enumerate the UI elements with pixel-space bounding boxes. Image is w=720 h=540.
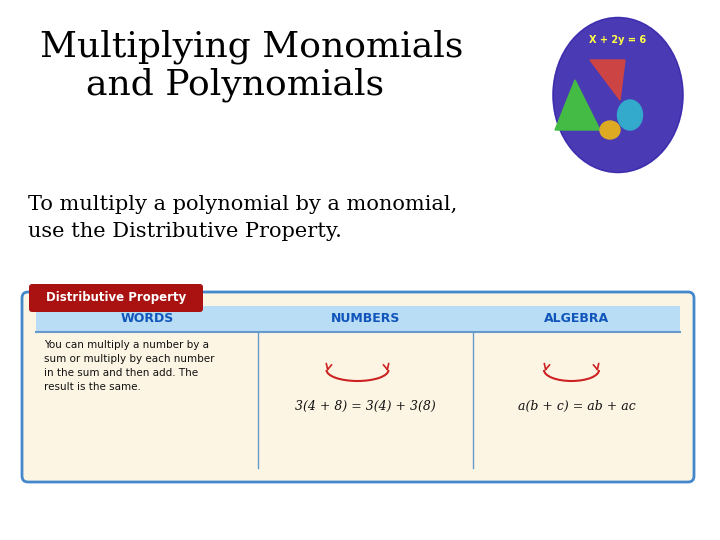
Text: ALGEBRA: ALGEBRA — [544, 313, 609, 326]
Text: Multiplying Monomials: Multiplying Monomials — [40, 30, 464, 64]
Text: To multiply a polynomial by a monomial,: To multiply a polynomial by a monomial, — [28, 195, 457, 214]
Text: You can multiply a number by a
sum or multiply by each number
in the sum and the: You can multiply a number by a sum or mu… — [44, 340, 215, 392]
Text: 3(4 + 8) = 3(4) + 3(8): 3(4 + 8) = 3(4) + 3(8) — [295, 400, 436, 413]
FancyBboxPatch shape — [36, 306, 680, 332]
FancyBboxPatch shape — [29, 284, 203, 312]
Text: NUMBERS: NUMBERS — [330, 313, 400, 326]
Ellipse shape — [618, 100, 642, 130]
FancyBboxPatch shape — [22, 292, 694, 482]
Text: and Polynomials: and Polynomials — [40, 68, 384, 103]
Ellipse shape — [600, 121, 620, 139]
Polygon shape — [590, 60, 625, 100]
Ellipse shape — [553, 17, 683, 172]
Text: a(b + c) = ab + ac: a(b + c) = ab + ac — [518, 400, 635, 413]
Text: X + 2y = 6: X + 2y = 6 — [590, 35, 647, 45]
Text: use the Distributive Property.: use the Distributive Property. — [28, 222, 342, 241]
Text: WORDS: WORDS — [120, 313, 174, 326]
Text: Distributive Property: Distributive Property — [46, 292, 186, 305]
Ellipse shape — [553, 17, 683, 172]
Polygon shape — [555, 80, 600, 130]
